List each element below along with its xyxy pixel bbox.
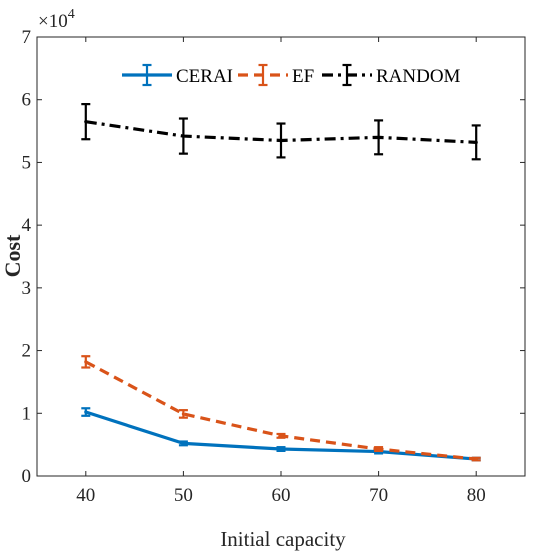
y-tick-label: 7 bbox=[22, 27, 32, 48]
error-bar-ef bbox=[276, 432, 286, 439]
error-bar-cerai bbox=[81, 407, 91, 417]
legend-label-cerai: CERAI bbox=[176, 66, 233, 87]
error-bar-ef bbox=[471, 456, 481, 462]
data-point-ef bbox=[377, 447, 381, 451]
x-tick-label: 60 bbox=[272, 485, 291, 506]
legend: CERAI EF RANDOM bbox=[122, 63, 461, 87]
y-exponent-base: ×10 bbox=[38, 11, 68, 32]
y-tick-label: 3 bbox=[22, 278, 32, 299]
y-exponent-power: 4 bbox=[68, 7, 75, 22]
error-bar-cerai bbox=[178, 440, 188, 447]
axes: 40 50 60 70 80 0 1 2 3 4 5 6 7 bbox=[22, 27, 526, 506]
data-point-cerai bbox=[84, 410, 88, 414]
y-tick-label: 4 bbox=[22, 215, 32, 236]
data-point-cerai bbox=[181, 441, 185, 445]
data-point-ef bbox=[279, 434, 283, 438]
y-tick-label: 0 bbox=[22, 466, 32, 487]
error-bar-random bbox=[471, 124, 481, 161]
error-bar-cerai bbox=[276, 446, 286, 453]
error-bar-random bbox=[276, 122, 286, 159]
y-axis-title: Cost bbox=[0, 234, 25, 277]
data-point-ef bbox=[84, 360, 88, 364]
legend-entry-ef: EF bbox=[238, 63, 314, 87]
y-tick-label: 1 bbox=[22, 403, 32, 424]
y-tick-label: 2 bbox=[22, 341, 32, 362]
y-exponent-label: ×104 bbox=[38, 7, 75, 32]
series-line-ef bbox=[85, 360, 477, 461]
error-bar-ef bbox=[81, 355, 91, 369]
plot-frame bbox=[36, 36, 526, 477]
data-point-random bbox=[181, 134, 185, 138]
legend-entry-cerai: CERAI bbox=[122, 63, 233, 87]
x-tick-label: 70 bbox=[369, 485, 388, 506]
plot-marks bbox=[81, 103, 481, 462]
data-point-random bbox=[84, 120, 88, 124]
data-point-random bbox=[279, 138, 283, 143]
x-axis-title: Initial capacity bbox=[220, 527, 346, 551]
error-bar-ef bbox=[178, 409, 188, 419]
x-tick-label: 80 bbox=[467, 485, 486, 506]
error-bar-random bbox=[178, 117, 188, 155]
data-point-cerai bbox=[279, 447, 283, 451]
y-tick-label: 5 bbox=[22, 152, 32, 173]
error-bar-random bbox=[81, 103, 91, 141]
y-tick-label: 6 bbox=[22, 90, 32, 111]
legend-label-random: RANDOM bbox=[376, 66, 461, 87]
data-point-ef bbox=[474, 457, 478, 461]
error-bar-random bbox=[374, 119, 384, 156]
error-bar-ef bbox=[374, 446, 384, 453]
legend-entry-random: RANDOM bbox=[322, 63, 461, 87]
data-point-random bbox=[474, 140, 478, 144]
data-point-random bbox=[377, 135, 381, 139]
data-point-ef bbox=[181, 412, 185, 416]
legend-label-ef: EF bbox=[292, 66, 314, 87]
x-tick-label: 40 bbox=[76, 485, 95, 506]
x-tick-label: 50 bbox=[174, 485, 193, 506]
